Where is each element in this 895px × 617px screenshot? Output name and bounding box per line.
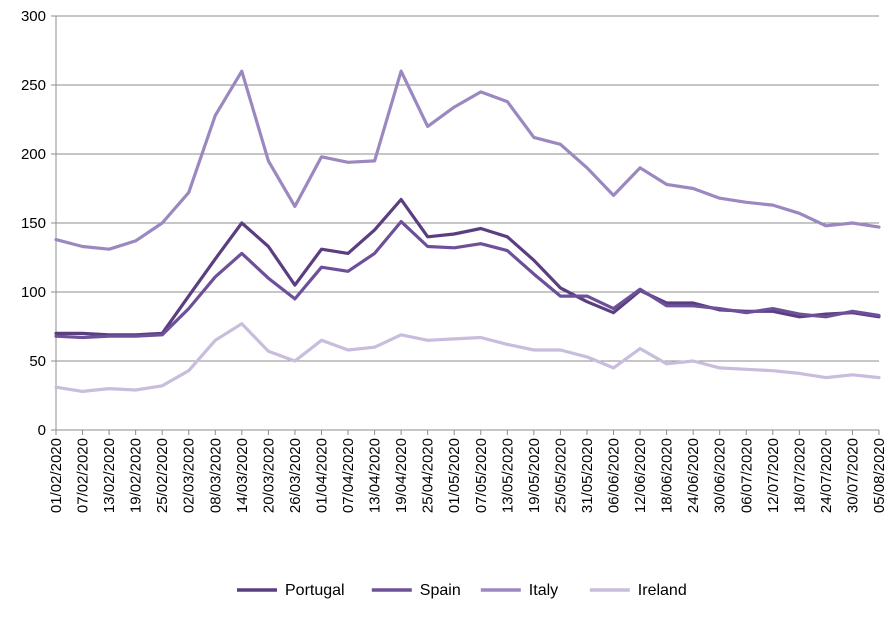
x-tick-label: 31/05/2020 bbox=[579, 438, 596, 513]
y-tick-label: 150 bbox=[21, 215, 46, 232]
legend-label: Portugal bbox=[285, 582, 345, 599]
x-tick-label: 18/06/2020 bbox=[659, 438, 676, 513]
legend-label: Spain bbox=[420, 582, 461, 599]
legend-label: Italy bbox=[529, 582, 558, 599]
x-tick-label: 06/06/2020 bbox=[606, 438, 623, 513]
x-axis-ticks: 01/02/2020 07/02/2020 13/02/2020 19/02/2020… bbox=[48, 430, 888, 513]
series-line-ireland bbox=[54, 322, 881, 393]
series-line-portugal bbox=[54, 197, 881, 337]
y-tick-label: 100 bbox=[21, 284, 46, 301]
legend-label: Ireland bbox=[638, 582, 687, 599]
x-tick-label: 01/05/2020 bbox=[446, 438, 463, 513]
x-tick-label: 07/05/2020 bbox=[473, 438, 490, 513]
x-tick-label: 19/05/2020 bbox=[526, 438, 543, 513]
y-tick-label: 200 bbox=[21, 146, 46, 163]
x-tick-label: 12/06/2020 bbox=[632, 438, 649, 513]
x-tick-label: 25/02/2020 bbox=[154, 438, 171, 513]
x-tick-label: 08/03/2020 bbox=[207, 438, 224, 513]
x-tick-label: 05/08/2020 bbox=[871, 438, 888, 513]
x-tick-label: 06/07/2020 bbox=[738, 438, 755, 513]
legend: Portugal Spain Italy Ireland bbox=[237, 582, 687, 599]
x-tick-label: 25/05/2020 bbox=[552, 438, 569, 513]
x-tick-label: 13/05/2020 bbox=[499, 438, 516, 513]
x-tick-label: 01/04/2020 bbox=[313, 438, 330, 513]
x-tick-label: 24/06/2020 bbox=[685, 438, 702, 513]
x-tick-label: 30/07/2020 bbox=[844, 438, 861, 513]
x-tick-label: 20/03/2020 bbox=[260, 438, 277, 513]
y-tick-label: 50 bbox=[29, 353, 46, 370]
x-tick-label: 13/04/2020 bbox=[367, 438, 384, 513]
x-tick-label: 18/07/2020 bbox=[791, 438, 808, 513]
y-tick-label: 300 bbox=[21, 8, 46, 25]
x-tick-label: 26/03/2020 bbox=[287, 438, 304, 513]
x-tick-label: 19/02/2020 bbox=[128, 438, 145, 513]
x-tick-label: 25/04/2020 bbox=[420, 438, 437, 513]
x-tick-label: 01/02/2020 bbox=[48, 438, 65, 513]
x-tick-label: 19/04/2020 bbox=[393, 438, 410, 513]
series-lines bbox=[54, 69, 881, 393]
series-line-italy bbox=[54, 69, 881, 251]
x-tick-label: 12/07/2020 bbox=[765, 438, 782, 513]
x-tick-label: 13/02/2020 bbox=[101, 438, 118, 513]
series-line-spain bbox=[54, 220, 881, 340]
x-tick-label: 14/03/2020 bbox=[234, 438, 251, 513]
x-tick-label: 24/07/2020 bbox=[818, 438, 835, 513]
x-tick-label: 07/02/2020 bbox=[75, 438, 92, 513]
x-tick-label: 02/03/2020 bbox=[181, 438, 198, 513]
y-tick-label: 0 bbox=[38, 422, 46, 439]
y-axis-ticks: 0 50 100 150 200 250 300 bbox=[21, 8, 56, 439]
x-tick-label: 07/04/2020 bbox=[340, 438, 357, 513]
y-tick-label: 250 bbox=[21, 77, 46, 94]
x-tick-label: 30/06/2020 bbox=[712, 438, 729, 513]
